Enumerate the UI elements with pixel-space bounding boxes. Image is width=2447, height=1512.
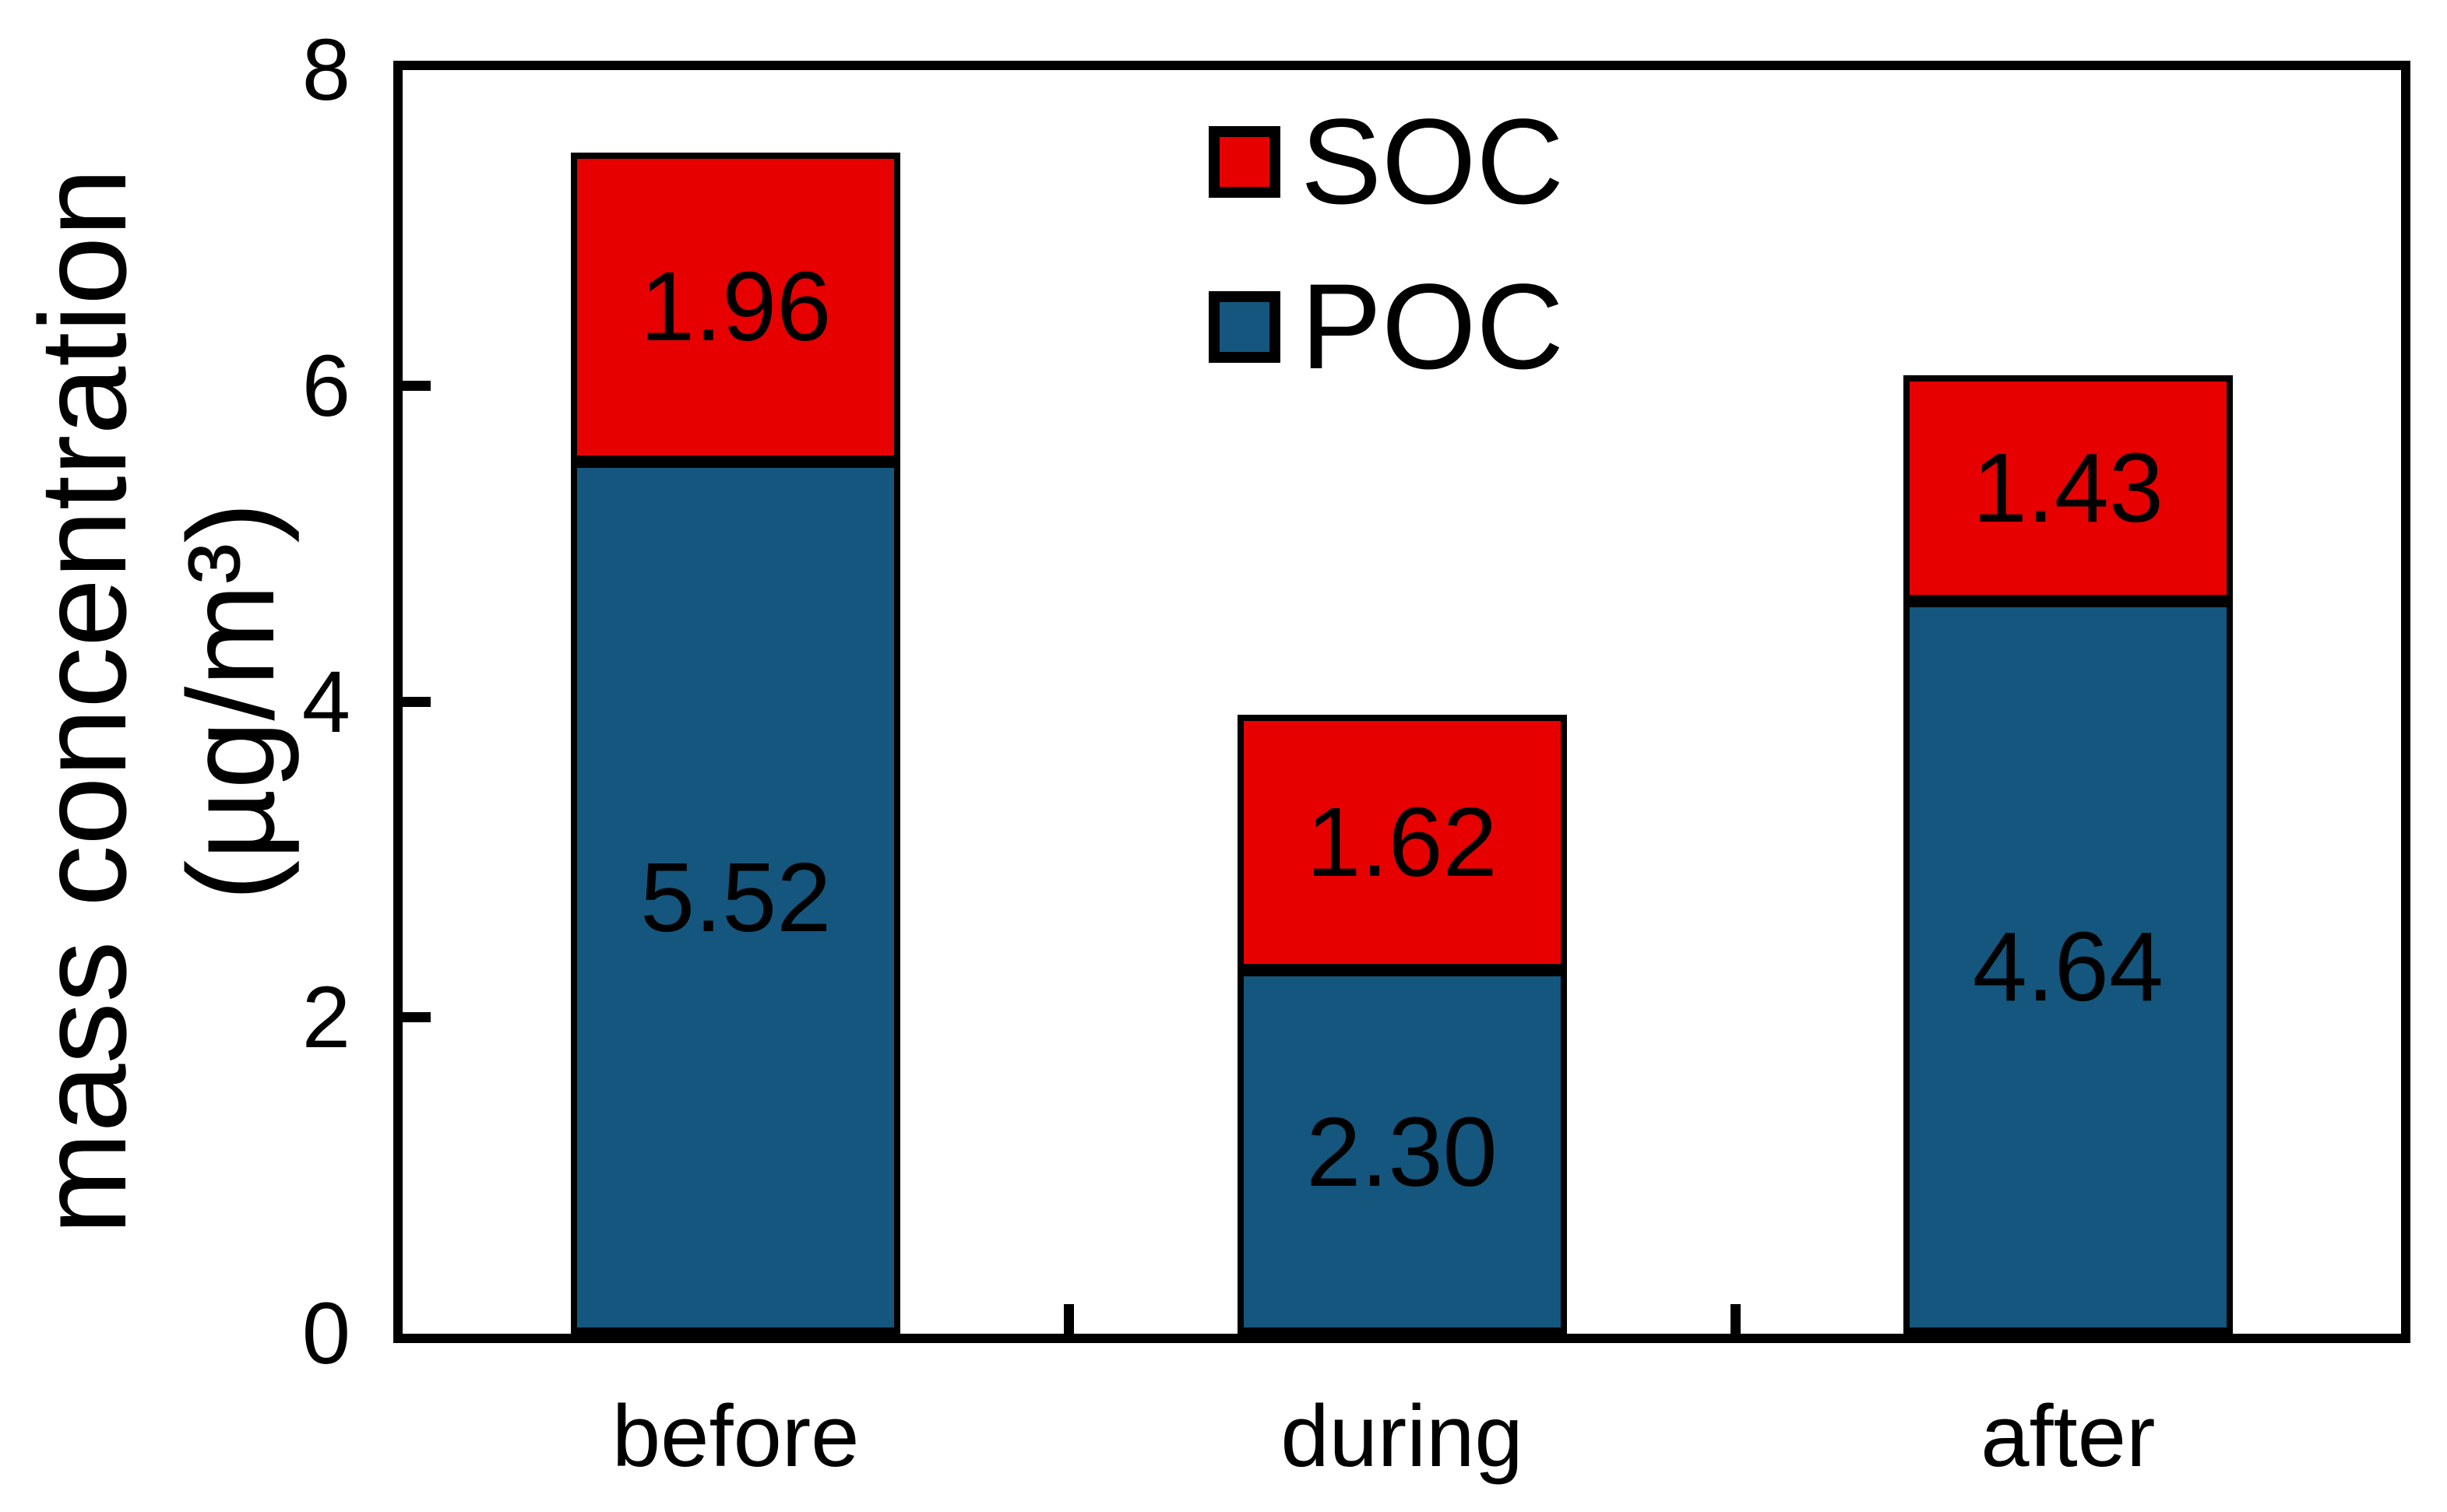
legend-item-soc: SOC bbox=[1209, 94, 1565, 230]
x-axis-category-label-after: after bbox=[1980, 1387, 2156, 1485]
bar-segment-soc-during: 1.62 bbox=[1237, 714, 1567, 971]
value-label-soc-before: 1.96 bbox=[640, 251, 832, 362]
y-axis-title-line1: mass concentration bbox=[15, 168, 152, 1236]
x-axis-tick-mark bbox=[1064, 1304, 1075, 1334]
plot-area: 5.52 1.96 2.30 1.62 4.64 1.43 bbox=[393, 61, 2410, 1343]
y-axis-tick-label: 6 bbox=[301, 336, 350, 434]
value-label-poc-before: 5.52 bbox=[640, 842, 832, 953]
bar-segment-soc-before: 1.96 bbox=[571, 152, 901, 462]
soc-legend-label: SOC bbox=[1301, 94, 1565, 230]
bar-segment-poc-after: 4.64 bbox=[1903, 600, 2233, 1334]
legend: SOC POC bbox=[1209, 94, 1565, 395]
poc-legend-swatch-fill bbox=[1220, 302, 1269, 352]
y-axis-tick-label: 2 bbox=[301, 969, 350, 1067]
y-axis-tick-mark bbox=[403, 380, 431, 391]
bar-segment-poc-before: 5.52 bbox=[571, 462, 901, 1334]
value-label-soc-during: 1.62 bbox=[1306, 787, 1498, 898]
value-label-poc-during: 2.30 bbox=[1306, 1096, 1498, 1207]
legend-item-poc: POC bbox=[1209, 259, 1565, 395]
y-axis-tick-label: 8 bbox=[301, 21, 350, 118]
value-label-soc-after: 1.43 bbox=[1972, 432, 2164, 543]
soc-legend-swatch-fill bbox=[1220, 137, 1269, 187]
x-axis-category-label-during: during bbox=[1280, 1387, 1523, 1485]
x-axis-category-label-before: before bbox=[611, 1387, 860, 1485]
x-axis-tick-mark bbox=[1730, 1304, 1741, 1334]
value-label-poc-after: 4.64 bbox=[1972, 912, 2164, 1022]
y-axis-tick-mark bbox=[403, 1012, 431, 1023]
bar-segment-soc-after: 1.43 bbox=[1903, 374, 2233, 601]
poc-legend-label: POC bbox=[1301, 259, 1565, 395]
y-axis-tick-label: 4 bbox=[301, 652, 350, 751]
y-axis-tick-label: 0 bbox=[301, 1285, 350, 1382]
y-axis-tick-mark bbox=[403, 696, 431, 707]
soc-legend-swatch-icon bbox=[1209, 126, 1280, 198]
bar-segment-poc-during: 2.30 bbox=[1237, 970, 1567, 1334]
poc-legend-swatch-icon bbox=[1209, 291, 1280, 363]
